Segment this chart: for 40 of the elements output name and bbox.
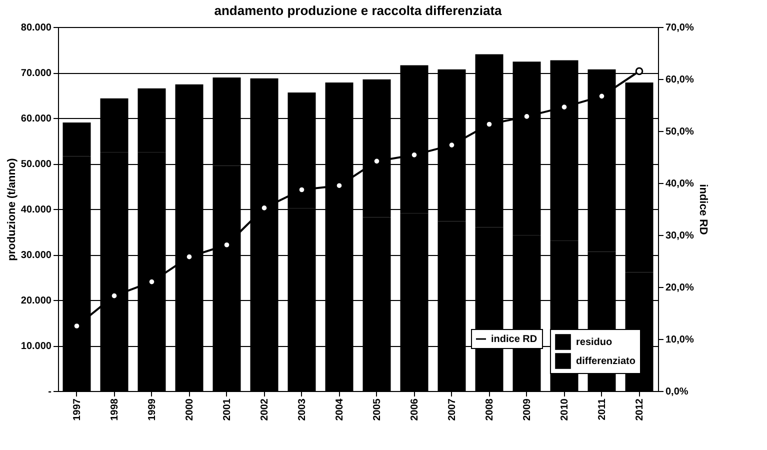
y-axis-title: produzione (t/anno) [6,158,18,261]
x-tick-label: 2006 [409,398,420,421]
y2-tick-label: 20,0% [666,282,694,294]
y2-tick-label: 30,0% [666,230,694,242]
x-tick-label: 1997 [72,398,83,421]
x-tick-label: 1999 [146,398,158,421]
x-tick-label: 2001 [222,398,233,421]
x-tick-label: 2008 [484,398,496,421]
x-tick-label: 2009 [522,398,533,421]
y-tick-label: 10.000 [20,341,52,352]
legend-label: residuo [576,337,612,348]
x-tick-label: 2004 [334,398,346,421]
y2-tick-label: 10,0% [666,334,694,346]
x-tick-label: 2005 [372,398,383,421]
y-tick-label: 60.000 [20,114,52,124]
y-tick-label: 50.000 [20,159,52,170]
x-tick-label: 1998 [109,398,120,421]
y2-tick-label: 60,0% [666,74,694,86]
y-tick-label: 20.000 [20,296,52,306]
y2-tick-label: 50,0% [666,126,694,138]
y2-tick-label: 0,0% [666,386,688,398]
x-tick-label: 2000 [184,398,196,421]
y2-axis-title: indice RD [696,184,709,235]
legend-label: indice RD [491,334,538,345]
point [635,67,644,76]
x-tick-label: 2007 [446,398,458,421]
x-tick-label: 2011 [596,398,608,420]
y-tick-label: 70.000 [20,68,52,79]
chart-title: andamento produzione e raccolta differenziata [214,3,503,18]
y-tick-label: - [48,386,52,398]
y-tick-label: 30.000 [20,250,52,261]
x-tick-label: 2012 [634,398,646,421]
y2-tick-label: 40,0% [666,178,694,190]
y-tick-label: 40.000 [20,204,52,216]
x-tick-label: 2002 [259,398,270,421]
x-tick-label: 2003 [296,398,308,421]
y-tick-label: 80.000 [20,22,52,34]
x-tick-label: 2010 [559,398,570,421]
y2-tick-label: 70,0% [666,22,694,34]
legend-label: differenziato [576,356,636,367]
